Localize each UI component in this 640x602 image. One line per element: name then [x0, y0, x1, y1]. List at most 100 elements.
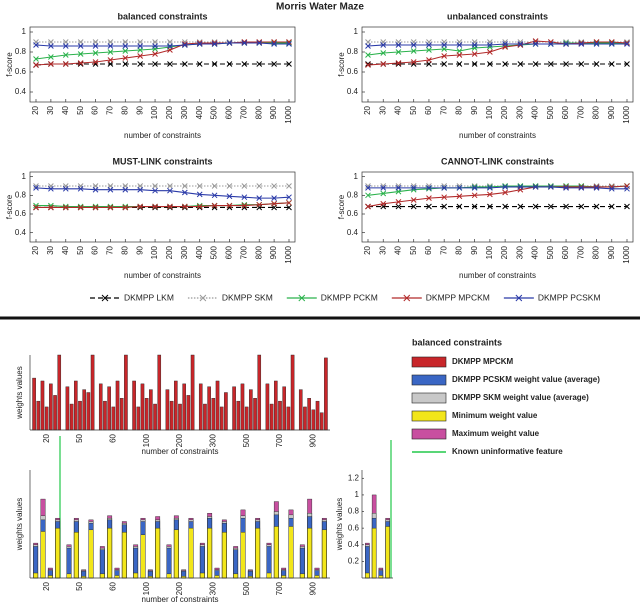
bar	[32, 377, 36, 431]
bar	[385, 526, 390, 579]
bar	[255, 527, 261, 579]
y-tick-label: 0.8	[348, 507, 360, 516]
x-tick-label: 900	[269, 105, 278, 119]
bar	[66, 547, 72, 579]
point-marker	[137, 203, 144, 210]
point-marker	[608, 41, 615, 47]
point-marker	[181, 41, 188, 47]
point-marker	[593, 41, 600, 47]
point-marker	[48, 61, 54, 67]
point-marker	[487, 42, 493, 48]
point-marker	[426, 195, 432, 201]
point-marker	[122, 48, 129, 54]
point-marker	[517, 41, 524, 47]
y-tick-label: 0.4	[347, 87, 359, 96]
x-tick-label: 20	[42, 433, 51, 442]
point-marker	[608, 203, 615, 210]
bar	[114, 575, 120, 579]
point-marker	[456, 193, 463, 200]
point-marker	[608, 61, 615, 67]
series-line	[367, 185, 628, 208]
point-marker	[62, 204, 69, 211]
y-tick-label: 1.2	[348, 473, 360, 482]
point-marker	[395, 42, 402, 48]
x-tick-label: 300	[208, 581, 217, 595]
point-marker	[48, 43, 54, 49]
point-marker	[395, 49, 402, 55]
bar	[103, 400, 107, 431]
point-marker	[122, 186, 129, 193]
bar	[265, 383, 270, 431]
point-marker	[226, 183, 233, 189]
legend-swatch	[411, 356, 447, 368]
point-marker	[181, 204, 188, 211]
bar	[144, 398, 149, 431]
chart-title: CANNOT-LINK constraints	[441, 156, 554, 166]
bar	[136, 406, 141, 431]
point-marker	[608, 185, 615, 192]
y-tick-label: 0.4	[347, 228, 359, 237]
x-tick-label: 300	[515, 245, 524, 259]
point-marker	[196, 183, 203, 189]
point-marker	[241, 201, 248, 208]
point-marker	[107, 203, 114, 210]
point-marker	[624, 61, 630, 67]
legend-label: DKMPP PCSKM	[538, 292, 601, 302]
series-line	[36, 202, 290, 209]
x-tick-label: 100	[142, 433, 151, 447]
x-tick-label: 1000	[284, 105, 293, 123]
bar	[169, 400, 174, 431]
x-tick-label: 40	[61, 105, 70, 114]
bar	[174, 380, 178, 431]
point-marker	[563, 185, 569, 191]
point-marker	[271, 61, 277, 67]
point-marker	[410, 59, 417, 65]
bar	[315, 400, 320, 431]
point-marker	[502, 41, 508, 47]
series-line	[35, 187, 290, 199]
x-tick-label: 300	[515, 105, 524, 119]
x-tick-label: 1000	[622, 105, 631, 123]
legend-swatch	[411, 428, 447, 440]
y-tick-label: 0.6	[15, 67, 27, 76]
bar	[257, 354, 262, 431]
point-marker	[77, 51, 84, 57]
point-marker	[226, 40, 233, 46]
x-tick-label: 700	[275, 581, 284, 595]
point-marker	[410, 185, 417, 191]
y-tick-label: 0.6	[347, 67, 359, 76]
bar	[133, 572, 139, 579]
bar	[66, 573, 72, 579]
point-marker	[441, 42, 448, 48]
point-marker	[547, 61, 554, 67]
x-tick-label: 500	[210, 245, 219, 259]
x-tick-label: 20	[42, 581, 51, 590]
bar	[157, 354, 162, 431]
point-marker	[211, 202, 218, 209]
point-marker	[211, 40, 218, 46]
point-marker	[196, 202, 203, 209]
point-marker	[563, 184, 569, 190]
bar	[115, 380, 120, 431]
point-marker	[365, 62, 371, 68]
x-tick-label: 80	[120, 245, 129, 254]
point-marker	[502, 61, 508, 67]
point-marker	[547, 203, 554, 210]
x-tick-label: 80	[455, 245, 464, 254]
bar	[57, 354, 62, 431]
point-marker	[502, 184, 508, 190]
bar	[155, 527, 161, 579]
bar	[140, 534, 146, 579]
series-line	[368, 186, 627, 190]
point-marker	[167, 203, 173, 210]
bar	[274, 380, 278, 431]
bar	[224, 392, 228, 431]
point-marker	[62, 203, 69, 210]
point-marker	[487, 61, 493, 67]
bar	[121, 532, 127, 579]
bar	[90, 354, 95, 431]
point-marker	[532, 61, 539, 67]
bar	[282, 386, 286, 431]
point-marker	[196, 203, 203, 210]
legend-marker	[298, 294, 306, 302]
